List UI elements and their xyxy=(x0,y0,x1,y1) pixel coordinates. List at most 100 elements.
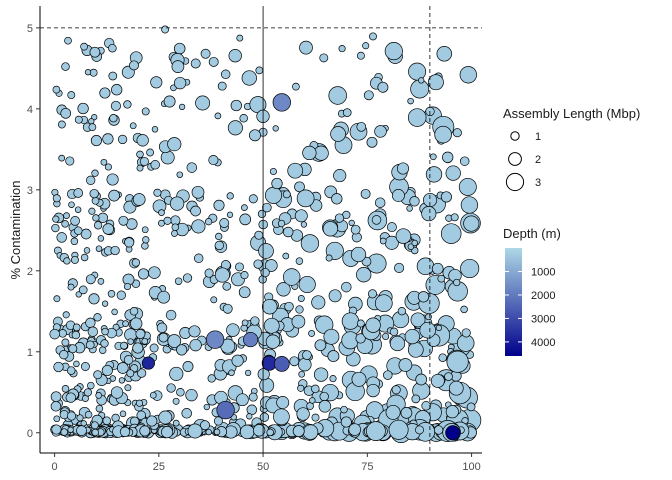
data-point xyxy=(141,107,150,116)
data-point xyxy=(189,338,202,352)
data-point xyxy=(190,205,201,217)
data-point xyxy=(276,396,290,409)
data-point xyxy=(171,60,185,73)
data-point xyxy=(122,320,129,327)
data-point xyxy=(70,237,79,246)
data-point xyxy=(93,313,102,322)
data-point xyxy=(193,253,204,264)
data-point xyxy=(362,42,370,50)
data-point xyxy=(282,226,294,238)
data-point xyxy=(205,428,212,436)
data-point xyxy=(182,361,194,372)
size-legend-key xyxy=(508,152,522,166)
data-point xyxy=(410,312,426,328)
data-point xyxy=(70,255,79,264)
data-point xyxy=(219,218,230,228)
data-point xyxy=(366,383,380,398)
data-point xyxy=(291,314,306,329)
data-point xyxy=(76,425,87,436)
data-point xyxy=(308,329,316,337)
data-point xyxy=(149,391,157,399)
data-point xyxy=(49,328,60,340)
data-point xyxy=(334,213,345,223)
data-point xyxy=(300,234,320,253)
data-point xyxy=(215,232,223,241)
data-point xyxy=(142,236,150,244)
data-point xyxy=(292,425,305,438)
data-point xyxy=(213,428,221,436)
data-point xyxy=(68,344,78,354)
data-point xyxy=(298,370,306,378)
data-point xyxy=(252,424,266,437)
data-point xyxy=(329,375,337,383)
data-point xyxy=(395,228,412,244)
data-point xyxy=(53,415,61,423)
data-point xyxy=(172,397,180,405)
data-point xyxy=(241,204,248,211)
data-point xyxy=(333,169,347,183)
data-point xyxy=(314,339,327,352)
data-point xyxy=(108,189,120,202)
data-point xyxy=(417,291,430,303)
data-point-highlight xyxy=(216,400,235,420)
data-point xyxy=(63,212,70,219)
data-point xyxy=(246,413,253,420)
data-point xyxy=(93,221,103,230)
data-point xyxy=(297,384,305,392)
data-point xyxy=(289,356,300,367)
data-point xyxy=(58,329,67,338)
data-point xyxy=(173,42,186,55)
data-point xyxy=(59,410,69,420)
data-point xyxy=(63,257,71,265)
data-point xyxy=(53,361,64,373)
data-point xyxy=(429,153,437,161)
data-point xyxy=(62,311,70,319)
data-point xyxy=(59,350,69,360)
data-point xyxy=(156,322,168,334)
data-point xyxy=(158,332,169,343)
data-point xyxy=(466,402,476,412)
data-point xyxy=(222,281,232,291)
data-point xyxy=(433,425,444,435)
data-point xyxy=(445,165,461,181)
data-point xyxy=(383,370,393,380)
y-tick-label: 4 xyxy=(27,104,33,116)
data-point xyxy=(102,133,114,145)
y-axis: 0 1 2 3 4 5 xyxy=(27,23,40,440)
data-point xyxy=(228,369,235,377)
x-axis: 0 25 50 75 100 xyxy=(52,453,481,473)
data-point xyxy=(442,151,454,163)
data-point xyxy=(397,307,407,316)
data-point xyxy=(453,278,461,287)
data-point xyxy=(68,201,75,208)
data-point xyxy=(419,321,436,339)
y-tick-label: 0 xyxy=(27,428,33,440)
data-point xyxy=(241,70,257,86)
data-point xyxy=(282,252,290,260)
data-point xyxy=(389,335,406,352)
data-point xyxy=(56,232,67,243)
data-point xyxy=(250,316,260,326)
data-point xyxy=(61,62,70,71)
data-point xyxy=(295,305,304,314)
x-tick-label: 25 xyxy=(153,461,165,473)
data-point xyxy=(228,49,242,63)
data-point xyxy=(188,325,201,338)
data-point xyxy=(93,370,103,380)
data-point xyxy=(75,291,82,298)
data-point xyxy=(259,377,275,393)
data-point xyxy=(398,358,413,372)
data-point xyxy=(60,428,68,436)
data-point xyxy=(136,150,144,159)
data-point xyxy=(136,368,147,378)
data-point xyxy=(176,388,185,397)
data-point xyxy=(421,401,431,411)
data-point xyxy=(157,290,171,304)
data-point xyxy=(108,43,117,53)
data-point xyxy=(292,82,300,91)
data-point xyxy=(374,125,387,138)
data-point xyxy=(171,223,180,231)
data-point xyxy=(351,371,367,387)
data-point xyxy=(264,186,283,204)
data-point xyxy=(269,167,277,176)
